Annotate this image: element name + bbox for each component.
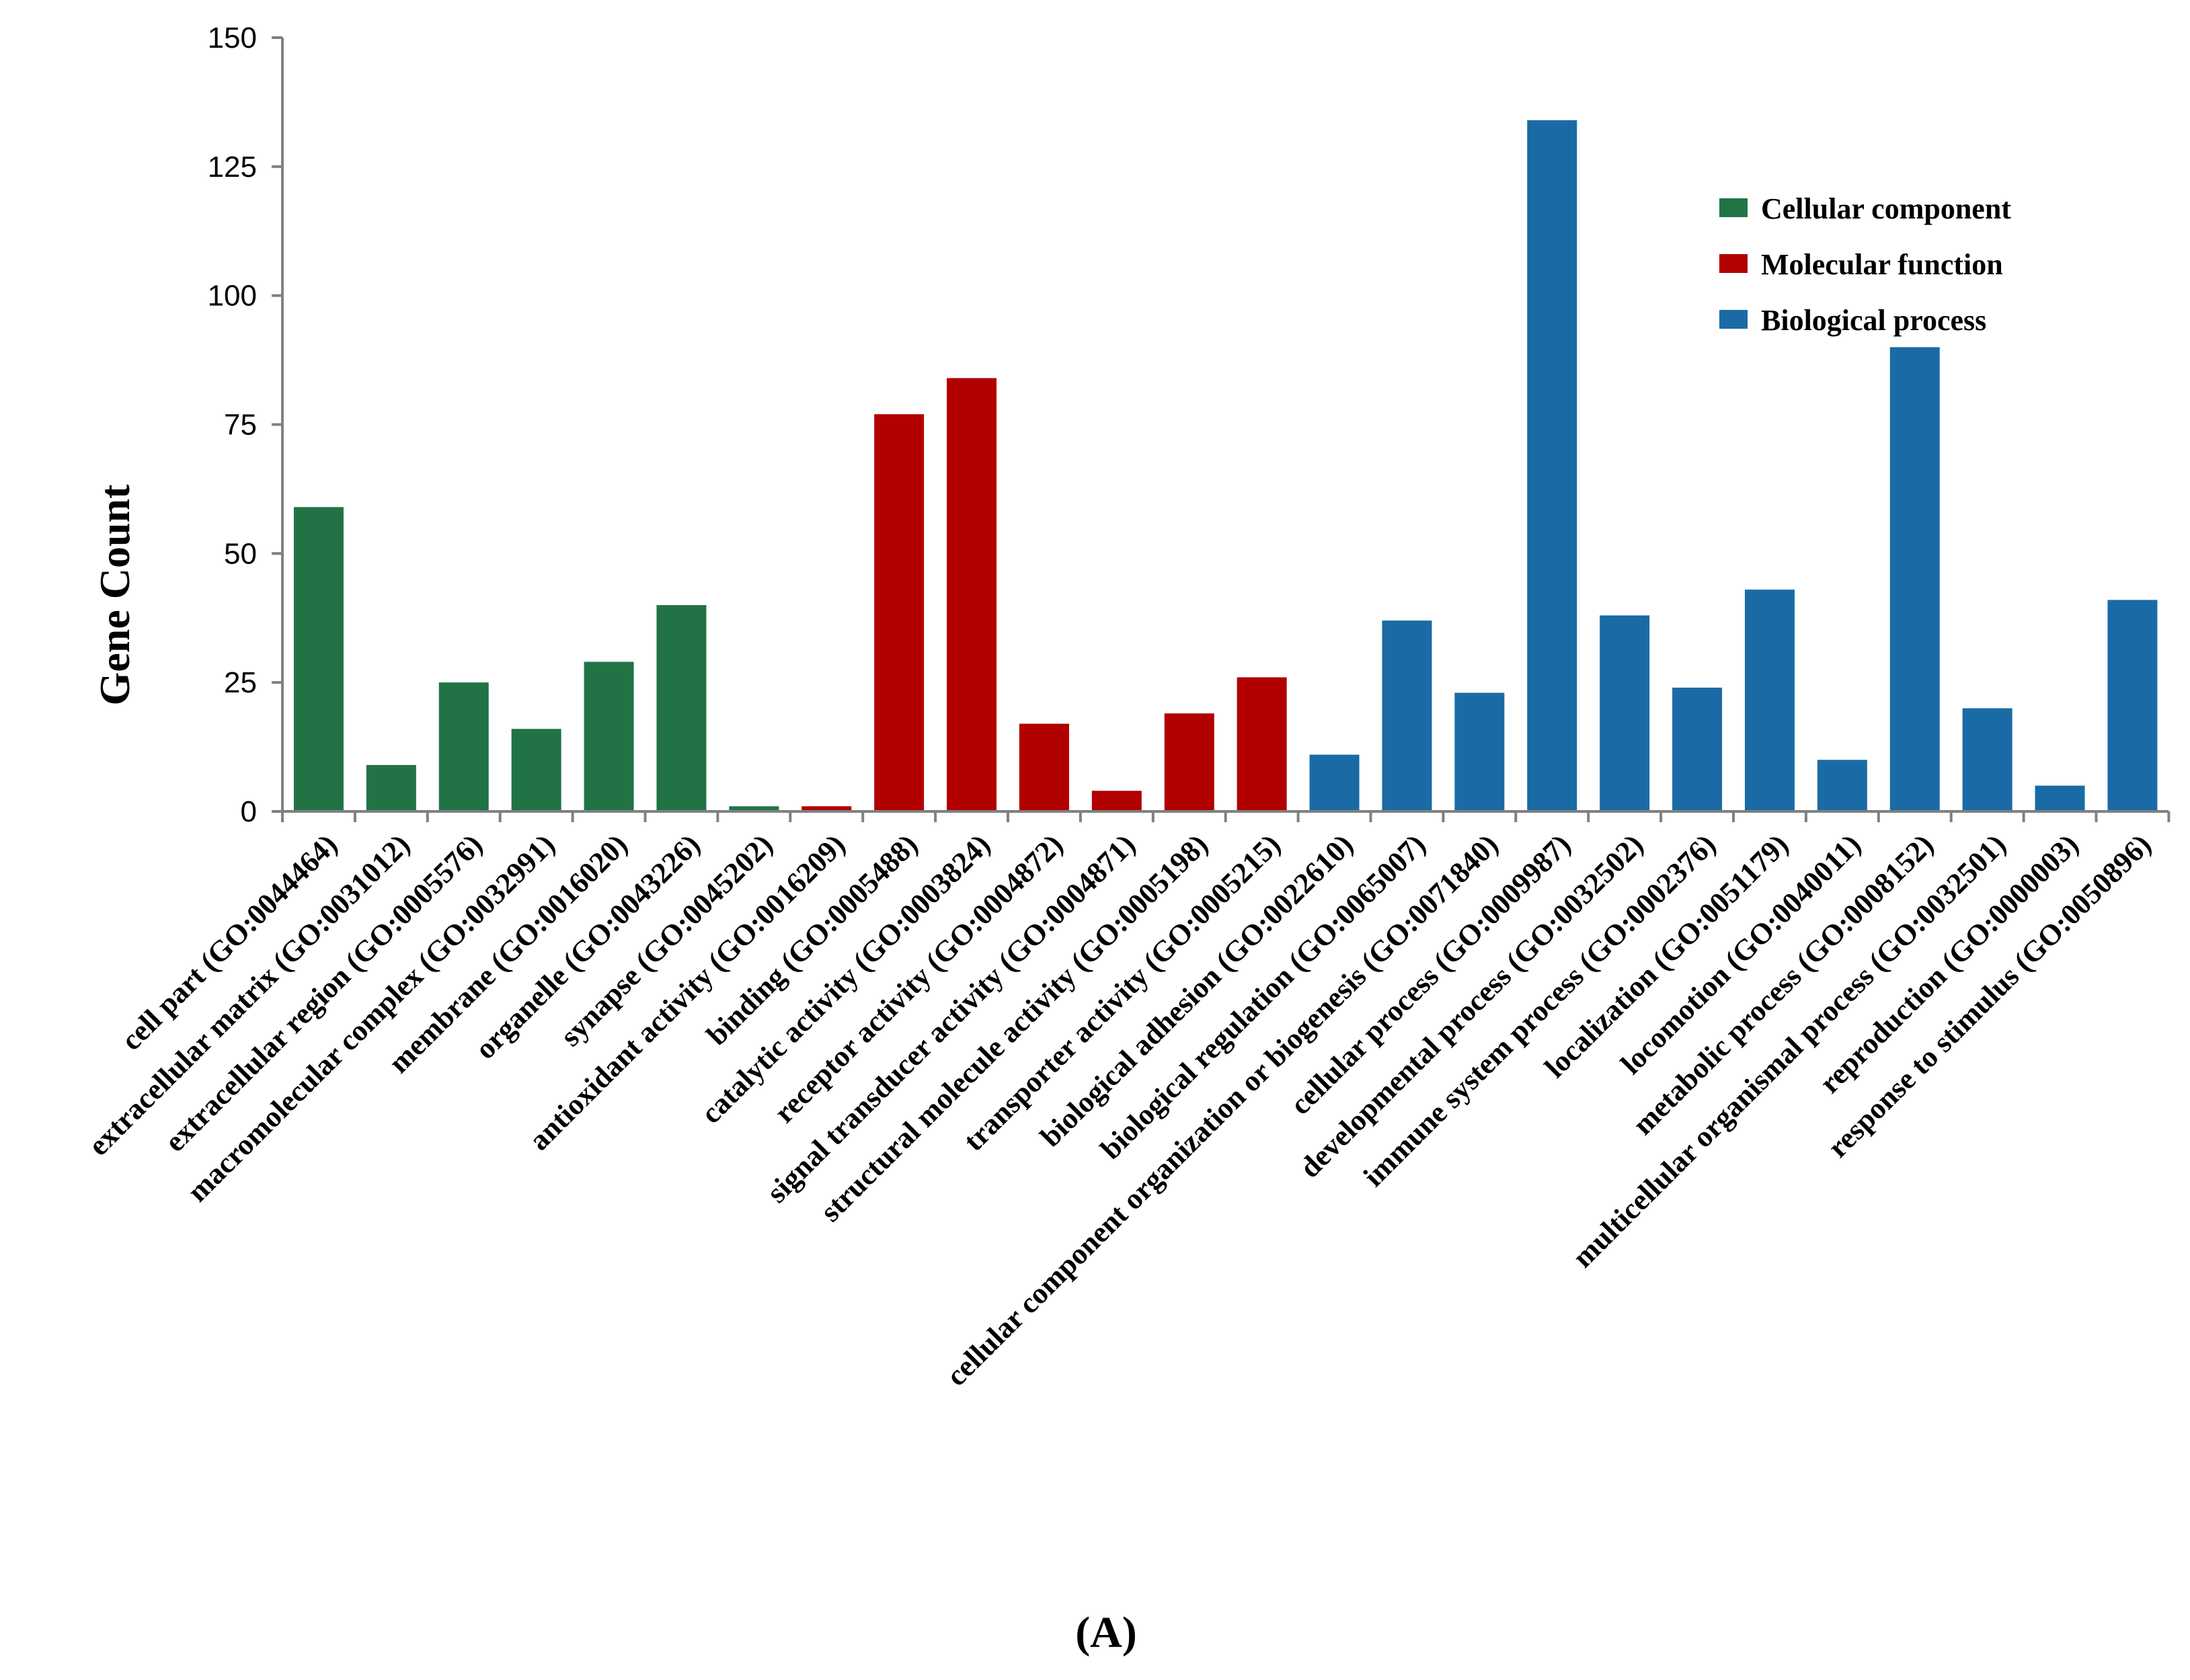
bar xyxy=(1237,677,1287,811)
bar xyxy=(2035,785,2085,811)
y-tick-label: 50 xyxy=(224,537,257,570)
y-axis: 0 25 50 75 100 125 150 xyxy=(208,22,284,828)
bar xyxy=(293,507,344,811)
bar xyxy=(947,378,997,811)
y-tick-label: 0 xyxy=(241,795,257,828)
bar xyxy=(1962,708,2012,811)
y-tick-label: 125 xyxy=(208,151,257,184)
y-axis-title: Gene Count xyxy=(91,484,139,706)
category-label: extracellular region (GO:0005576) xyxy=(158,828,488,1158)
bar xyxy=(1454,692,1505,811)
bar xyxy=(1817,760,1867,811)
bar xyxy=(1309,754,1360,811)
bar xyxy=(1382,621,1432,811)
y-tick-label: 25 xyxy=(224,666,257,699)
legend-label: Molecular function xyxy=(1761,248,2003,281)
x-axis xyxy=(281,810,2171,822)
bar xyxy=(1600,615,1650,811)
bar xyxy=(511,729,561,811)
bar xyxy=(2107,600,2158,811)
category-label: extracellular matrix (GO:0031012) xyxy=(82,828,416,1162)
bars xyxy=(293,120,2158,812)
bar xyxy=(1164,713,1214,811)
bar xyxy=(366,764,416,811)
bar xyxy=(801,806,852,811)
legend-swatch xyxy=(1719,198,1748,217)
bar xyxy=(874,414,925,811)
bar xyxy=(1091,791,1142,811)
panel-label: (A) xyxy=(1075,1608,1137,1657)
bar xyxy=(584,662,634,811)
legend-label: Biological process xyxy=(1761,304,1986,337)
bar xyxy=(656,605,707,811)
bar xyxy=(729,806,779,811)
bar xyxy=(438,682,489,811)
bar xyxy=(1019,723,1069,811)
bar xyxy=(1889,347,1940,811)
legend-swatch xyxy=(1719,310,1748,329)
legend-swatch xyxy=(1719,254,1748,273)
y-tick-label: 75 xyxy=(224,409,257,442)
bar xyxy=(1527,120,1577,812)
y-tick-label: 150 xyxy=(208,22,257,54)
legend-label: Cellular component xyxy=(1761,192,2011,225)
bar xyxy=(1672,687,1723,811)
category-labels: cell part (GO:0044464)extracellular matr… xyxy=(82,828,2158,1392)
bar xyxy=(1744,590,1795,811)
y-tick-label: 100 xyxy=(208,280,257,313)
legend: Cellular component Molecular function Biol… xyxy=(1719,192,2011,337)
